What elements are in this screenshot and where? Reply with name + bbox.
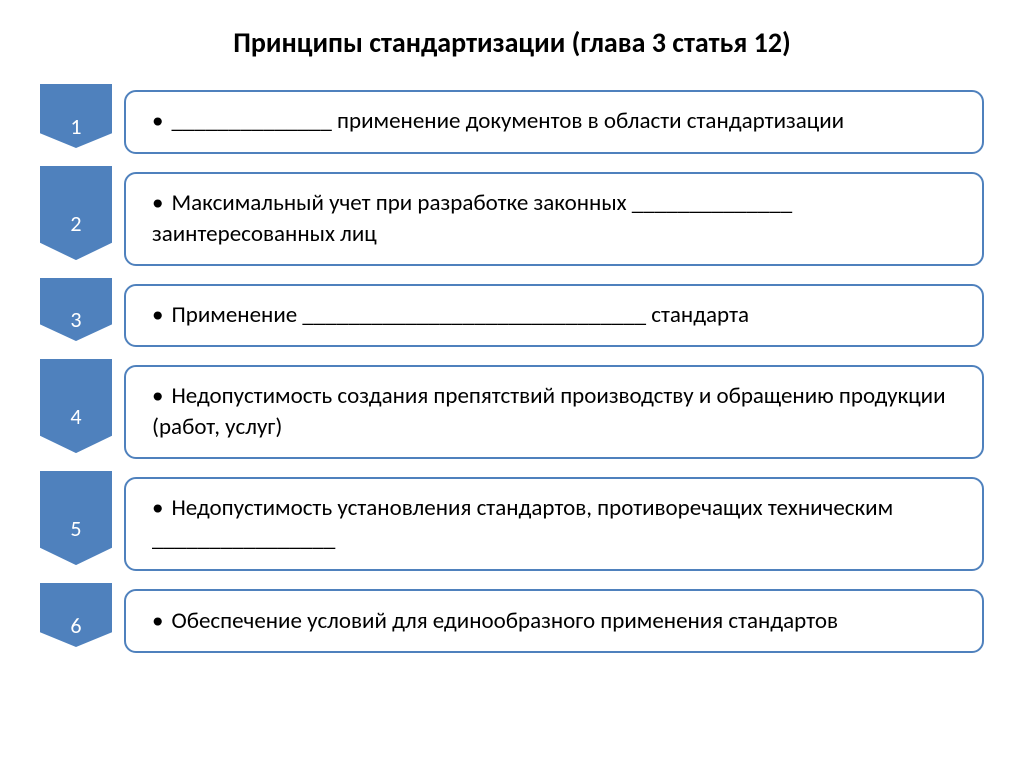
content-box: •Недопустимость создания препятствий про… bbox=[124, 365, 984, 459]
content-box: •Недопустимость установления стандартов,… bbox=[124, 477, 984, 571]
item-number: 1 bbox=[70, 105, 81, 140]
chevron-badge: 3 bbox=[40, 284, 112, 347]
item-number: 5 bbox=[70, 507, 81, 542]
chevron-badge: 6 bbox=[40, 589, 112, 653]
content-box: •Обеспечение условий для единообразного … bbox=[124, 589, 984, 653]
list-item: 1 •______________ применение документов … bbox=[40, 90, 984, 154]
page-title: Принципы стандартизации (глава 3 статья … bbox=[40, 25, 984, 60]
list-item: 3 •Применение __________________________… bbox=[40, 284, 984, 347]
item-text: •Применение ____________________________… bbox=[152, 300, 749, 331]
item-text: •Недопустимость установления стандартов,… bbox=[152, 493, 956, 555]
list-item: 4 •Недопустимость создания препятствий п… bbox=[40, 365, 984, 459]
item-number: 3 bbox=[70, 298, 81, 333]
list-item: 5 •Недопустимость установления стандарто… bbox=[40, 477, 984, 571]
list-item: 6 •Обеспечение условий для единообразног… bbox=[40, 589, 984, 653]
item-text: •Недопустимость создания препятствий про… bbox=[152, 381, 956, 443]
items-list: 1 •______________ применение документов … bbox=[40, 90, 984, 653]
chevron-badge: 5 bbox=[40, 477, 112, 571]
item-number: 6 bbox=[70, 604, 81, 639]
item-text: •Обеспечение условий для единообразного … bbox=[152, 606, 838, 637]
item-number: 2 bbox=[70, 202, 81, 237]
chevron-badge: 4 bbox=[40, 365, 112, 459]
chevron-badge: 2 bbox=[40, 172, 112, 266]
content-box: •______________ применение документов в … bbox=[124, 90, 984, 154]
content-box: •Максимальный учет при разработке законн… bbox=[124, 172, 984, 266]
item-number: 4 bbox=[70, 395, 81, 430]
chevron-badge: 1 bbox=[40, 90, 112, 154]
item-text: •______________ применение документов в … bbox=[152, 106, 844, 137]
content-box: •Применение ____________________________… bbox=[124, 284, 984, 347]
item-text: •Максимальный учет при разработке законн… bbox=[152, 188, 956, 250]
list-item: 2 •Максимальный учет при разработке зако… bbox=[40, 172, 984, 266]
